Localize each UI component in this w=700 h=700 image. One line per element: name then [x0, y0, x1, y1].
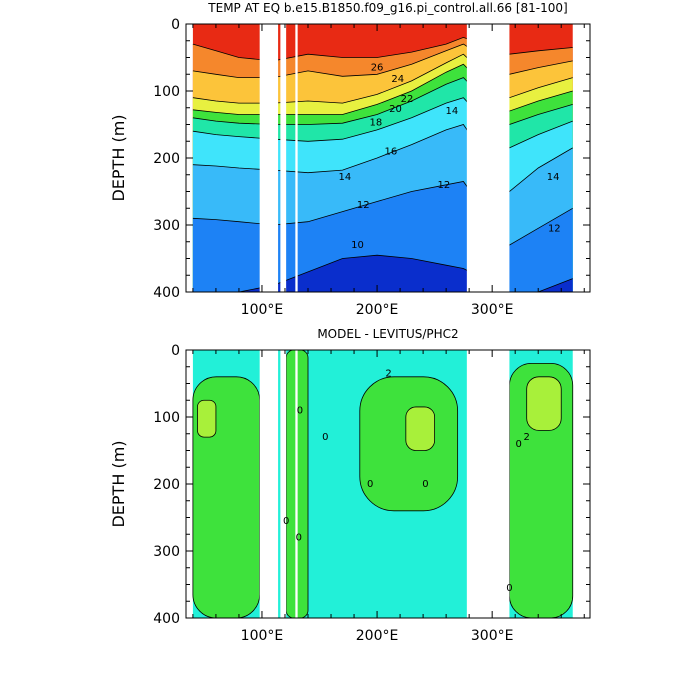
temperature-y-tick-label: 0 — [171, 17, 180, 33]
anomaly-contour-label: 0 — [297, 405, 303, 416]
temperature-x-tick-label: 300°E — [471, 302, 514, 318]
anomaly-region-4 — [197, 399, 217, 438]
anomaly-y-tick-label: 200 — [153, 477, 180, 493]
anomaly-contour-label: 0 — [367, 479, 373, 490]
temperature-land-gap-3 — [466, 24, 510, 292]
temperature-land-gap-2 — [295, 24, 298, 292]
temperature-y-ticks: 0 100 200 300 400 — [153, 17, 590, 301]
anomaly-land-gap-1 — [280, 350, 287, 618]
temperature-y-axis-label: DEPTH (m) — [109, 114, 128, 201]
temperature-land-gap-1 — [280, 24, 287, 292]
anomaly-contour-fill — [192, 350, 574, 618]
temperature-y-tick-label: 400 — [153, 285, 180, 301]
temperature-y-tick-label: 100 — [153, 84, 180, 100]
temperature-contour-label: 12 — [548, 223, 561, 234]
temperature-contour-label: 14 — [446, 106, 459, 117]
temperature-contour-fill — [192, 24, 573, 292]
anomaly-contour-label: 0 — [322, 432, 328, 443]
anomaly-contour-label: 2 — [524, 432, 530, 443]
temperature-x-tick-label: 200°E — [356, 302, 399, 318]
temperature-contour-label: 24 — [391, 74, 404, 85]
anomaly-panel-title: MODEL - LEVITUS/PHC2 — [317, 327, 458, 341]
temperature-contour-label: 18 — [370, 117, 383, 128]
anomaly-land-gap-3 — [466, 350, 510, 618]
anomaly-x-tick-label: 300°E — [471, 628, 514, 644]
anomaly-contour-label: 0 — [515, 439, 521, 450]
anomaly-region-5 — [405, 406, 436, 451]
temperature-x-ticks: 100°E 200°E 300°E — [192, 24, 585, 318]
anomaly-x-tick-label: 100°E — [241, 628, 284, 644]
anomaly-contour-label: 0 — [506, 583, 512, 594]
anomaly-land-gap-2 — [295, 350, 298, 618]
temperature-contour-label: 20 — [389, 104, 402, 115]
anomaly-contour-label: 0 — [296, 533, 302, 544]
anomaly-land-gap-0 — [259, 350, 279, 618]
temperature-contour-label: 16 — [385, 146, 398, 157]
temperature-contour-label: 14 — [338, 172, 351, 183]
temperature-contour-label: 22 — [401, 94, 414, 105]
temperature-panel-title: TEMP AT EQ b.e15.B1850.f09_g16.pi_contro… — [207, 1, 567, 15]
anomaly-y-tick-label: 0 — [171, 343, 180, 359]
anomaly-y-axis-label: DEPTH (m) — [109, 440, 128, 527]
anomaly-y-tick-label: 400 — [153, 611, 180, 627]
isotherm-line-10 — [192, 254, 573, 292]
anomaly-x-tick-label: 200°E — [356, 628, 399, 644]
temperature-y-tick-label: 300 — [153, 218, 180, 234]
temperature-contour-label: 26 — [371, 63, 384, 74]
temperature-contour-label: 10 — [351, 240, 364, 251]
temperature-panel: TEMP AT EQ b.e15.B1850.f09_g16.pi_contro… — [109, 1, 591, 318]
temperature-y-tick-label: 200 — [153, 151, 180, 167]
anomaly-contour-label: 0 — [283, 516, 289, 527]
temperature-contour-label: 12 — [357, 200, 370, 211]
anomaly-y-tick-label: 300 — [153, 544, 180, 560]
anomaly-region-6 — [526, 376, 562, 431]
temperature-land-gap-0 — [259, 24, 279, 292]
anomaly-contour-label: 0 — [422, 479, 428, 490]
temperature-contour-label: 14 — [547, 172, 560, 183]
temperature-x-tick-label: 100°E — [241, 302, 284, 318]
anomaly-y-tick-label: 100 — [153, 410, 180, 426]
anomaly-x-ticks: 100°E 200°E 300°E — [192, 350, 585, 644]
anomaly-contour-label: 2 — [385, 368, 391, 379]
temperature-contour-label: 12 — [437, 180, 450, 191]
